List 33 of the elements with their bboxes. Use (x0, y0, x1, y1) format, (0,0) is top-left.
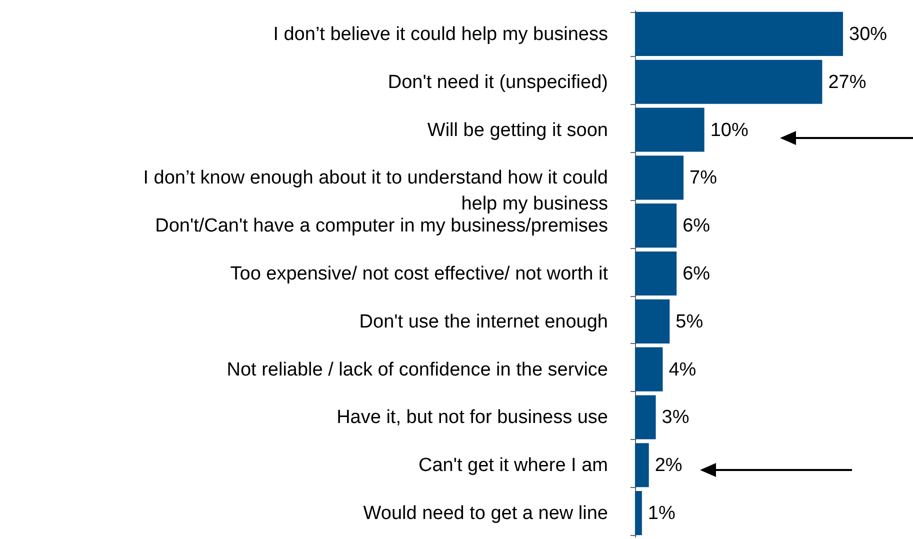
data-label: 27% (828, 72, 866, 93)
data-label: 10% (710, 120, 748, 141)
y-tick-label: Not reliable / lack of confidence in the service (226, 359, 608, 380)
y-tick-label: Don't use the internet enough (359, 311, 608, 332)
y-tick-label: I don’t know enough about it to understand how it could help my business (143, 168, 608, 215)
y-tick-label: Have it, but not for business use (336, 407, 608, 428)
y-tick-label: Can't get it where I am (418, 455, 608, 476)
bar (635, 491, 642, 536)
data-label: 4% (668, 359, 696, 380)
y-tick-label: Would need to get a new line (363, 503, 608, 524)
data-label: 5% (676, 311, 704, 332)
bar (635, 251, 677, 296)
data-label: 30% (849, 24, 888, 45)
data-label: 1% (648, 503, 676, 524)
data-label: 3% (662, 407, 690, 428)
bar (635, 299, 670, 344)
bar (635, 347, 663, 392)
y-tick-label: Too expensive/ not cost effective/ not worth it (230, 264, 609, 284)
data-label: 6% (682, 264, 710, 284)
y-tick-label: Don't need it (unspecified) (388, 72, 608, 93)
bar (635, 12, 843, 56)
data-label: 6% (682, 216, 710, 237)
bar (635, 443, 649, 488)
bar (635, 204, 677, 248)
data-label: 7% (690, 168, 718, 189)
bar (635, 395, 656, 440)
data-label: 2% (654, 455, 682, 476)
bar (635, 60, 822, 104)
y-tick-label: Will be getting it soon (427, 120, 608, 141)
bar (635, 156, 684, 200)
y-tick-label: I don’t believe it could help my business (273, 24, 608, 45)
bar (635, 108, 704, 152)
y-tick-label: Don't/Can't have a computer in my business/premises (155, 216, 608, 237)
